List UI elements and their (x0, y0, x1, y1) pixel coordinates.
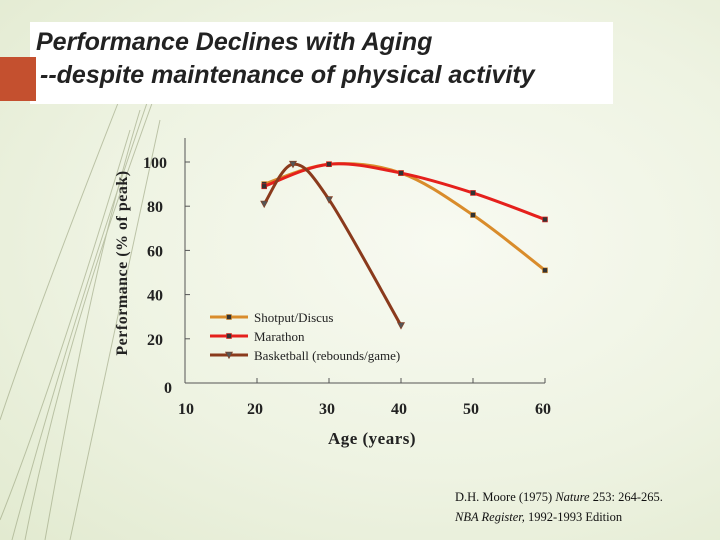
legend-label: Shotput/Discus (254, 310, 333, 325)
slide-title: Performance Declines with Aging (36, 28, 433, 56)
x-tick-label: 60 (535, 401, 551, 418)
legend-label: Marathon (254, 329, 305, 344)
title-accent-bar (0, 57, 36, 101)
data-point (396, 322, 406, 330)
slide-subtitle: --despite maintenance of physical activi… (40, 61, 535, 89)
chart-axes: 0 20 40 60 80 100 10 20 30 40 50 60 (143, 138, 551, 418)
chart-plot-area (260, 160, 548, 330)
series-line (262, 162, 547, 221)
data-point (324, 196, 334, 204)
legend-marker (224, 351, 234, 360)
x-tick-label: 20 (247, 401, 263, 418)
series-line (262, 162, 547, 272)
x-tick-label: 40 (391, 401, 407, 418)
data-point (261, 183, 268, 190)
data-point (542, 216, 548, 223)
y-tick-label: 60 (147, 243, 163, 260)
data-point (470, 190, 476, 196)
x-tick-label: 30 (319, 401, 335, 418)
y-tick-label: 40 (147, 288, 163, 305)
legend-marker (226, 314, 232, 320)
source-credit-2: NBA Register, 1992-1993 Edition (455, 510, 623, 524)
x-axis-label: Age (years) (327, 429, 417, 448)
data-point (470, 212, 476, 218)
x-tick-label: 50 (463, 401, 479, 418)
data-point (542, 267, 548, 274)
data-point (288, 160, 298, 169)
chart-legend: Shotput/Discus Marathon Basketball (reboun… (210, 310, 400, 363)
data-point (398, 170, 404, 176)
y-tick-label: 20 (147, 332, 163, 349)
source-credit-1: D.H. Moore (1975) Nature 253: 264-265. (455, 490, 663, 504)
y-tick-label: 100 (143, 155, 167, 172)
y-tick-label: 0 (164, 380, 172, 397)
x-tick-label: 10 (178, 401, 194, 418)
legend-label: Basketball (rebounds/game) (254, 348, 400, 363)
y-tick-label: 80 (147, 199, 163, 216)
legend-marker (226, 333, 232, 339)
data-point (326, 161, 332, 168)
series-line (262, 162, 403, 328)
data-point (260, 200, 269, 209)
title-box (30, 22, 613, 104)
